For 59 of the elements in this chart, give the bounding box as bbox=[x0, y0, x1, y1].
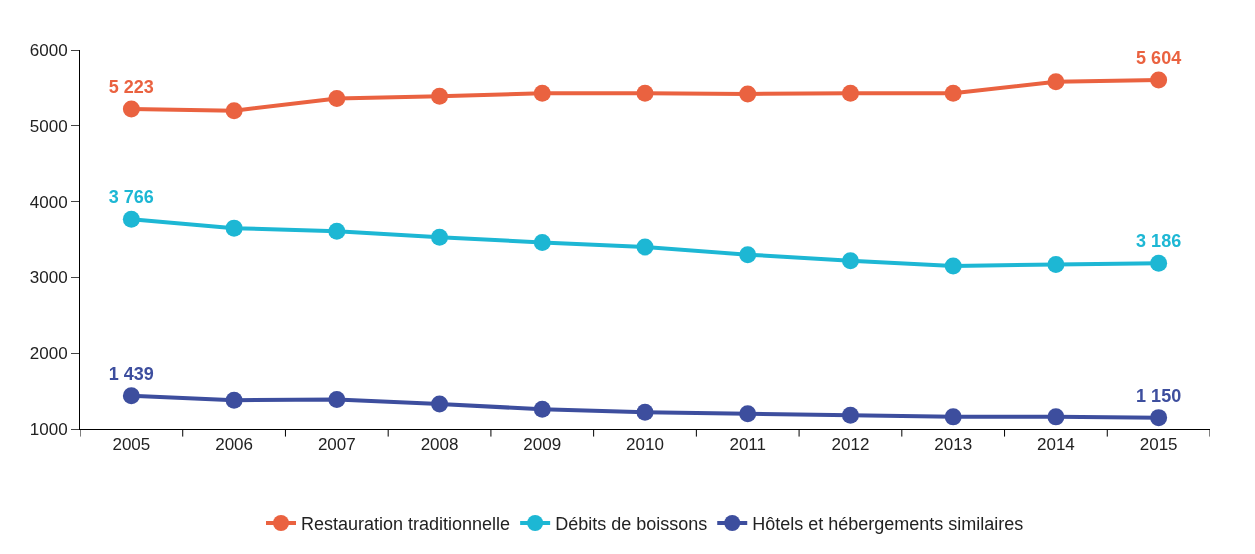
point bbox=[739, 405, 757, 423]
y-tick-label: 5000 bbox=[29, 116, 68, 136]
y-tick-label: 4000 bbox=[29, 192, 68, 212]
point bbox=[431, 87, 449, 105]
point bbox=[328, 90, 346, 107]
point bbox=[328, 222, 346, 240]
point bbox=[533, 234, 551, 252]
point bbox=[1150, 71, 1168, 89]
y-tick-label: 6000 bbox=[29, 40, 68, 60]
point bbox=[122, 210, 140, 228]
point bbox=[739, 85, 757, 103]
y-tick-label: 1000 bbox=[29, 419, 68, 439]
x-tick-label: 2010 bbox=[626, 435, 664, 455]
point bbox=[431, 228, 449, 246]
point bbox=[328, 390, 346, 408]
point bbox=[1150, 409, 1168, 427]
point bbox=[122, 100, 140, 118]
x-tick-label: 2008 bbox=[420, 435, 459, 455]
point bbox=[122, 387, 140, 405]
point bbox=[225, 102, 243, 120]
point bbox=[636, 403, 654, 421]
point bbox=[225, 391, 243, 409]
x-tick-label: 2011 bbox=[729, 435, 767, 455]
x-tick-label: 2005 bbox=[112, 435, 151, 455]
data-label: 1 439 bbox=[108, 363, 154, 384]
legend-label: Restauration traditionnelle bbox=[301, 514, 511, 535]
legend-label: Débits de boissons bbox=[555, 514, 708, 535]
x-tick-label: 2012 bbox=[831, 435, 870, 455]
point bbox=[841, 252, 859, 270]
legend-label: Hôtels et hébergements similaires bbox=[752, 514, 1024, 535]
x-tick-label: 2009 bbox=[523, 435, 562, 455]
y-tick-label: 2000 bbox=[29, 344, 68, 364]
point bbox=[636, 238, 654, 256]
data-label: 3 186 bbox=[1136, 231, 1182, 252]
point bbox=[841, 84, 859, 102]
point bbox=[1150, 254, 1168, 272]
point bbox=[739, 246, 757, 264]
point bbox=[636, 84, 654, 102]
point bbox=[1047, 73, 1065, 91]
point bbox=[841, 406, 859, 424]
point bbox=[1047, 256, 1065, 273]
x-tick-label: 2013 bbox=[934, 435, 973, 455]
point bbox=[533, 400, 551, 418]
data-label: 5 604 bbox=[1136, 47, 1182, 68]
point bbox=[944, 408, 962, 426]
data-label: 1 150 bbox=[1136, 385, 1182, 406]
y-tick-label: 3000 bbox=[29, 268, 68, 288]
point bbox=[431, 395, 449, 413]
data-label: 5 223 bbox=[108, 76, 154, 97]
point bbox=[225, 219, 243, 237]
data-label: 3 766 bbox=[108, 187, 154, 208]
point bbox=[533, 84, 551, 102]
point bbox=[944, 257, 962, 275]
x-tick-label: 2006 bbox=[215, 435, 253, 455]
x-tick-label: 2007 bbox=[317, 435, 356, 455]
point bbox=[944, 84, 962, 102]
x-tick-label: 2015 bbox=[1139, 435, 1178, 455]
point bbox=[1047, 408, 1065, 426]
x-tick-label: 2014 bbox=[1037, 435, 1075, 455]
